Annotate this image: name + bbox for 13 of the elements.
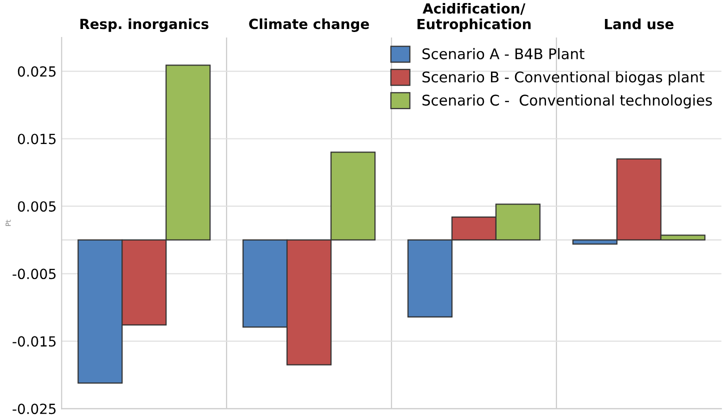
- x-tick-label: Land use: [604, 18, 674, 30]
- legend-label: Scenario B - Conventional biogas plant: [422, 71, 704, 86]
- x-tick-label: Acidification/ Eutrophication: [418, 2, 531, 32]
- legend-label: Scenario C - Conventional technologies: [422, 94, 712, 109]
- x-tick-label: Climate change: [249, 18, 369, 32]
- y-tick-label: 0.025: [18, 66, 56, 77]
- y-tick-label: -0.025: [12, 404, 56, 414]
- y-tick-label: -0.015: [12, 336, 56, 347]
- y-tick-label: -0.005: [12, 268, 56, 280]
- y-tick-label: 0.015: [18, 134, 56, 144]
- legend-label: Scenario A - B4B Plant: [422, 48, 584, 60]
- y-tick-label: 0.005: [18, 201, 56, 212]
- x-tick-label: Resp. inorganics: [80, 18, 208, 32]
